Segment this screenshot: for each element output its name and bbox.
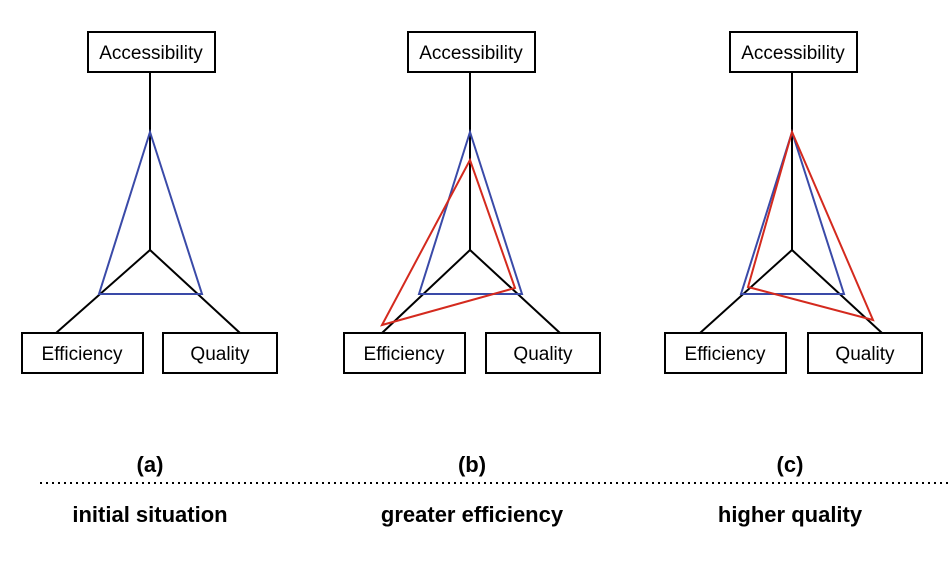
node-label-efficiency: Efficiency xyxy=(685,344,766,365)
panel-letter-c: (c) xyxy=(777,452,804,477)
node-box-accessibility xyxy=(407,31,536,73)
axis-quality xyxy=(149,249,241,334)
panel-letter-b: (b) xyxy=(458,452,486,477)
axis-efficiency xyxy=(699,249,793,334)
node-label-quality: Quality xyxy=(513,344,573,365)
axis-efficiency xyxy=(381,249,471,334)
axis-quality xyxy=(791,249,883,334)
node-label-efficiency: Efficiency xyxy=(364,344,445,365)
panel-caption-b: greater efficiency xyxy=(381,502,564,527)
node-label-quality: Quality xyxy=(835,344,895,365)
panel-letter-a: (a) xyxy=(137,452,164,477)
node-box-accessibility xyxy=(87,31,216,73)
axis-quality xyxy=(469,249,561,334)
axis-efficiency xyxy=(55,249,151,334)
node-box-efficiency xyxy=(664,332,787,374)
changed-triangle xyxy=(380,157,517,327)
initial-triangle xyxy=(417,128,524,295)
node-box-quality xyxy=(485,332,601,374)
panel-b: Accessibility Efficiency Quality xyxy=(343,31,601,374)
changed-triangle xyxy=(746,129,875,322)
panel-a: Accessibility Efficiency Quality xyxy=(21,31,278,374)
node-box-accessibility xyxy=(729,31,858,73)
node-label-accessibility: Accessibility xyxy=(741,43,845,64)
node-box-quality xyxy=(807,332,923,374)
node-label-quality: Quality xyxy=(190,344,250,365)
node-box-quality xyxy=(162,332,278,374)
node-box-efficiency xyxy=(21,332,144,374)
node-label-accessibility: Accessibility xyxy=(99,43,203,64)
node-box-efficiency xyxy=(343,332,466,374)
panel-caption-a: initial situation xyxy=(72,502,227,527)
initial-triangle xyxy=(739,128,846,295)
node-label-accessibility: Accessibility xyxy=(419,43,523,64)
node-label-efficiency: Efficiency xyxy=(42,344,123,365)
initial-triangle xyxy=(97,128,204,295)
panel-caption-c: higher quality xyxy=(718,502,863,527)
panel-c: Accessibility Efficiency Quality xyxy=(664,31,923,374)
